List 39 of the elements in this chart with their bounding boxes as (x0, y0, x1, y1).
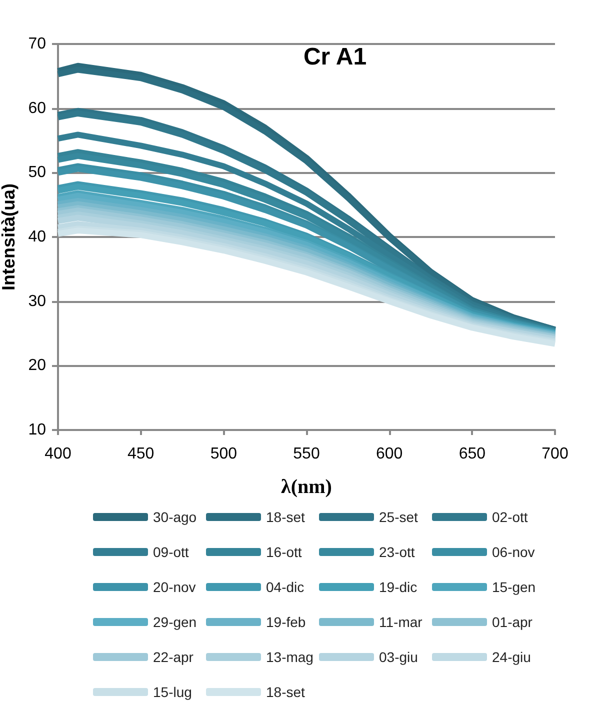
y-tick-label: 70 (28, 36, 46, 52)
x-tick-label: 400 (44, 446, 72, 462)
x-tick-label: 650 (458, 446, 486, 462)
legend-label: 15-lug (153, 684, 192, 700)
legend-label: 18-set (266, 684, 306, 700)
legend-label: 22-apr (153, 649, 194, 665)
legend-label: 09-ott (153, 544, 189, 560)
x-tick-label: 450 (127, 446, 154, 462)
x-tick-label: 700 (542, 446, 568, 462)
legend-label: 25-set (379, 509, 418, 525)
legend-label: 18-set (266, 509, 306, 525)
legend-label: 29-gen (153, 614, 197, 630)
legend-label: 13-mag (266, 649, 314, 665)
y-axis-title: Intensità(ua) (0, 183, 18, 291)
x-tick-label: 600 (376, 446, 403, 462)
legend-label: 15-gen (492, 579, 536, 595)
y-tick-label: 40 (28, 228, 46, 246)
chart-title: Cr A1 (303, 44, 367, 70)
legend-label: 03-giu (379, 649, 418, 665)
legend-label: 19-feb (266, 614, 306, 630)
legend-label: 06-nov (492, 544, 535, 560)
y-tick-label: 30 (28, 292, 46, 310)
x-tick-label: 500 (210, 446, 238, 462)
legend-label: 16-ott (266, 544, 302, 560)
legend-label: 24-giu (492, 649, 531, 665)
y-tick-label: 50 (28, 164, 46, 182)
legend-label: 11-mar (379, 614, 423, 630)
x-tick-label: 550 (293, 446, 320, 462)
legend-label: 01-apr (492, 614, 533, 630)
y-tick-label: 20 (28, 357, 46, 374)
y-tick-label: 60 (28, 100, 46, 117)
y-tick-label: 10 (28, 422, 46, 438)
legend-label: 04-dic (266, 579, 304, 595)
legend-label: 20-nov (153, 579, 196, 595)
legend-label: 02-ott (492, 509, 528, 525)
x-axis-title: λ(nm) (281, 476, 332, 498)
legend-label: 19-dic (379, 579, 418, 595)
legend-label: 23-ott (379, 544, 415, 560)
legend-label: 30-ago (153, 509, 197, 525)
